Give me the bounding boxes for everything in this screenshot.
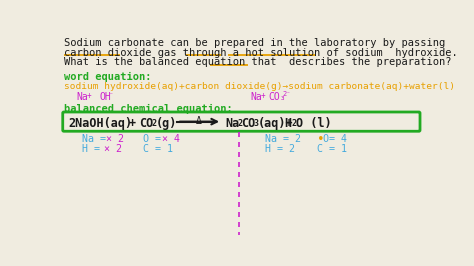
Text: carbon dioxide gas through a hot solution of sodium  hydroxide.: carbon dioxide gas through a hot solutio… <box>64 48 458 58</box>
Text: Na: Na <box>250 92 262 102</box>
Text: O= 4: O= 4 <box>323 134 347 144</box>
Text: CO: CO <box>139 117 153 130</box>
Text: CO: CO <box>241 117 255 130</box>
Text: word equation:: word equation: <box>64 72 151 82</box>
Text: (aq)+: (aq)+ <box>258 117 293 130</box>
Text: 2: 2 <box>152 119 156 128</box>
Text: O (l): O (l) <box>296 117 331 130</box>
Text: +: + <box>261 91 265 100</box>
Text: CO₃: CO₃ <box>268 92 286 102</box>
Text: Na: Na <box>76 92 88 102</box>
Text: Na =: Na = <box>82 134 112 144</box>
FancyBboxPatch shape <box>63 112 420 131</box>
Text: H =: H = <box>82 144 107 154</box>
Text: 3: 3 <box>254 119 259 128</box>
Text: Na: Na <box>225 117 239 130</box>
Text: Na = 2: Na = 2 <box>264 134 301 144</box>
Text: × 2: × 2 <box>106 134 124 144</box>
Text: × 2: × 2 <box>104 144 122 154</box>
Text: H: H <box>284 117 291 130</box>
Text: ⁻: ⁻ <box>109 91 113 100</box>
Text: H = 2: H = 2 <box>264 144 295 154</box>
Text: •: • <box>317 133 325 146</box>
Text: 2: 2 <box>292 119 297 128</box>
Text: OH: OH <box>100 92 111 102</box>
Text: C = 1: C = 1 <box>317 144 347 154</box>
Text: × 4: × 4 <box>162 134 180 144</box>
Text: Δ: Δ <box>196 116 201 126</box>
Text: balanced chemical equation:: balanced chemical equation: <box>64 104 233 114</box>
Text: +: + <box>129 117 136 130</box>
Text: 2NaOH(aq): 2NaOH(aq) <box>69 117 133 130</box>
Text: O =: O = <box>143 134 167 144</box>
Text: C = 1: C = 1 <box>143 144 173 154</box>
Text: 2⁻: 2⁻ <box>283 91 291 97</box>
Text: +: + <box>87 91 92 100</box>
Text: (g): (g) <box>156 117 177 130</box>
Text: Sodium carbonate can be prepared in the laboratory by passing: Sodium carbonate can be prepared in the … <box>64 38 445 48</box>
Text: sodium hydroxide(aq)+carbon dioxide(g)→sodium carbonate(aq)+water(l): sodium hydroxide(aq)+carbon dioxide(g)→s… <box>64 82 455 91</box>
Text: 2: 2 <box>237 119 243 128</box>
Text: What is the balanced equation that  describes the preparation?: What is the balanced equation that descr… <box>64 57 451 67</box>
